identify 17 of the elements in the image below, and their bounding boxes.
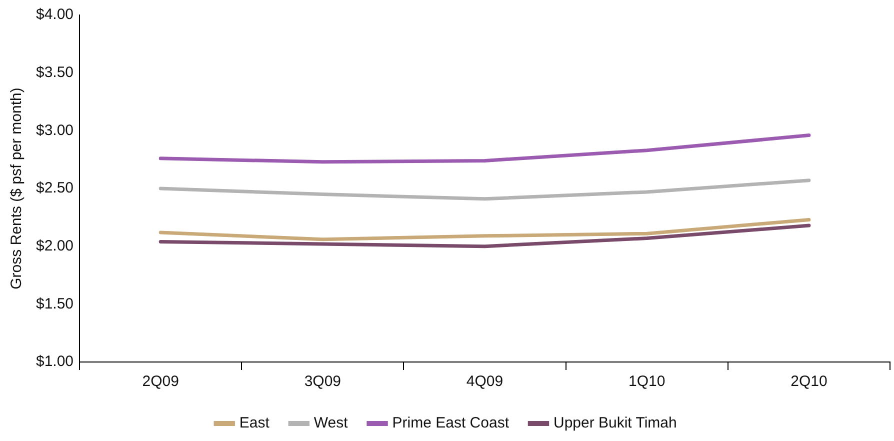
y-tick-label: $2.50 xyxy=(36,180,74,197)
legend-label: Prime East Coast xyxy=(392,414,510,432)
y-tick-label: $3.50 xyxy=(36,64,74,81)
legend-label: West xyxy=(314,414,349,432)
x-tick-label: 4Q09 xyxy=(466,373,504,390)
y-tick-label: $4.00 xyxy=(36,6,74,24)
x-tick-label: 3Q09 xyxy=(304,373,342,390)
x-tick-label: 2Q09 xyxy=(142,373,179,390)
y-axis-title: Gross Rents ($ psf per month) xyxy=(8,88,26,290)
x-tick-label: 1Q10 xyxy=(628,373,666,390)
legend-label: Upper Bukit Timah xyxy=(553,414,677,432)
x-tick-label: 2Q10 xyxy=(790,373,828,390)
y-tick-label: $1.50 xyxy=(36,295,74,312)
y-tick-label: $2.00 xyxy=(36,237,74,254)
y-tick-label: $3.00 xyxy=(36,122,74,139)
y-tick-label: $1.00 xyxy=(36,353,74,370)
legend-label: East xyxy=(239,414,270,432)
